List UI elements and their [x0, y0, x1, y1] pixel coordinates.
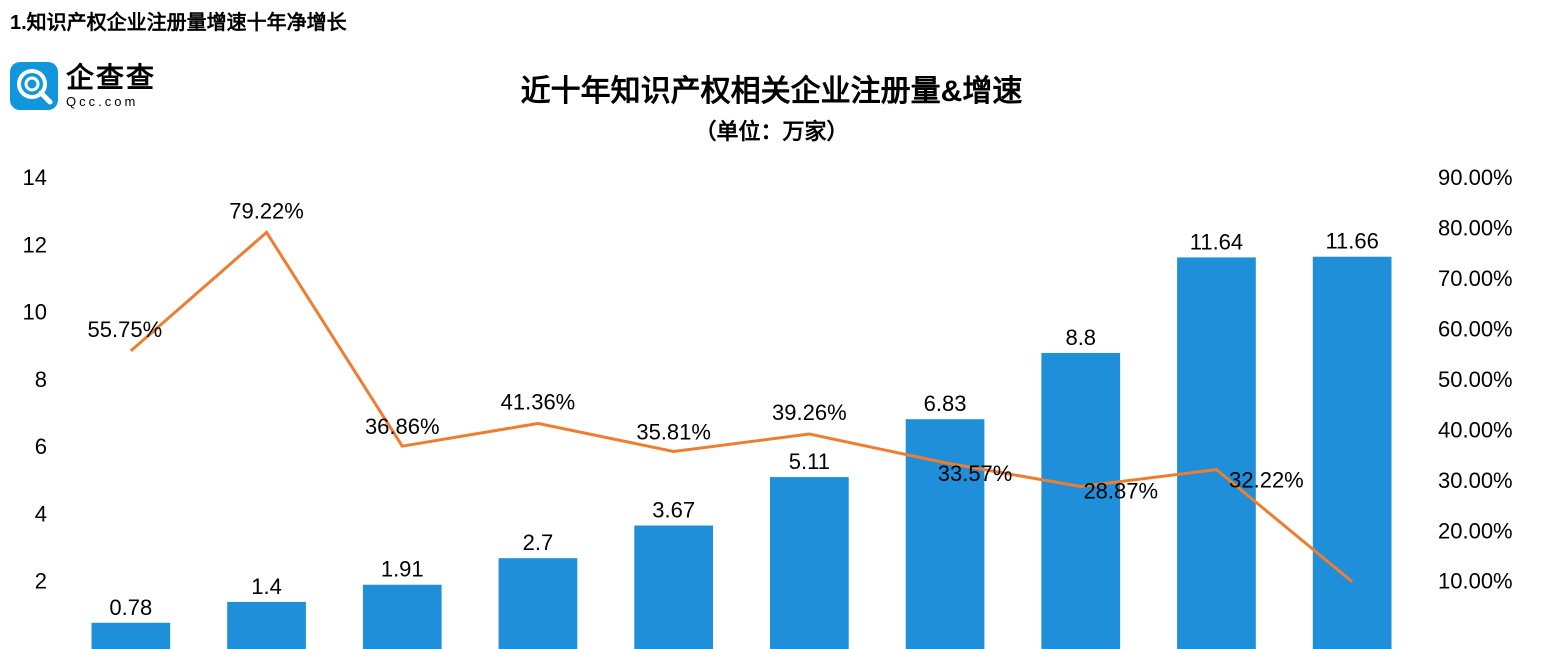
y-left-tick: 8 [35, 367, 47, 392]
y-right-tick: 30.00% [1438, 468, 1513, 493]
y-right-tick: 60.00% [1438, 316, 1513, 341]
bar [770, 477, 849, 649]
y-left-tick: 12 [23, 232, 47, 257]
bar [1313, 257, 1392, 649]
bar-value-label: 3.67 [652, 498, 695, 523]
bar-value-label: 0.78 [109, 595, 152, 620]
bar-value-label: 5.11 [789, 449, 830, 474]
y-right-tick: 90.00% [1438, 165, 1513, 190]
line-value-label: 28.87% [1083, 478, 1158, 503]
bar [363, 585, 442, 649]
y-right-tick: 80.00% [1438, 215, 1513, 240]
line-value-label: 32.22% [1229, 468, 1304, 493]
bar [906, 419, 985, 649]
line-value-label: 36.86% [365, 414, 440, 439]
y-left-tick: 10 [23, 300, 47, 325]
bar [499, 558, 578, 649]
y-left-tick: 4 [35, 501, 47, 526]
bar-value-label: 1.91 [381, 557, 424, 582]
line-value-label: 35.81% [636, 419, 711, 444]
line-value-label: 39.26% [772, 400, 847, 425]
bar [634, 526, 713, 649]
line-value-label: 33.57% [938, 461, 1013, 486]
bar-value-label: 6.83 [924, 391, 967, 416]
bar-value-label: 11.66 [1325, 229, 1378, 254]
bar [91, 623, 170, 649]
bar-value-label: 1.4 [251, 574, 282, 599]
line-value-label: 41.36% [501, 389, 576, 414]
page-heading: 1.知识产权企业注册量增速十年净增长 [0, 0, 1543, 39]
bar [227, 602, 306, 649]
y-left-tick: 2 [35, 569, 47, 594]
y-right-tick: 40.00% [1438, 417, 1513, 442]
y-left-tick: 6 [35, 434, 47, 459]
y-left-tick: 14 [23, 165, 47, 190]
line-value-label: 55.75% [88, 317, 163, 342]
chart-title: 近十年知识产权相关企业注册量&增速 [0, 66, 1543, 110]
bar [1177, 257, 1256, 649]
bar-value-label: 11.64 [1190, 229, 1243, 254]
y-right-tick: 20.00% [1438, 518, 1513, 543]
line-value-label: 79.22% [229, 198, 304, 223]
chart-plot: 2 4 6 8 10 12 14 10.00% 20.00% 30.00% 40.00% 50.00%… [8, 160, 1535, 649]
chart-title-block: 近十年知识产权相关企业注册量&增速 （单位：万家） [0, 66, 1543, 146]
bar-value-label: 8.8 [1065, 325, 1096, 350]
y-right-tick: 50.00% [1438, 367, 1513, 392]
growth-line [131, 232, 1352, 581]
y-right-tick: 70.00% [1438, 266, 1513, 291]
y-right-tick: 10.00% [1438, 569, 1513, 594]
chart-subtitle: （单位：万家） [0, 114, 1543, 146]
bar-value-label: 2.7 [523, 530, 554, 555]
